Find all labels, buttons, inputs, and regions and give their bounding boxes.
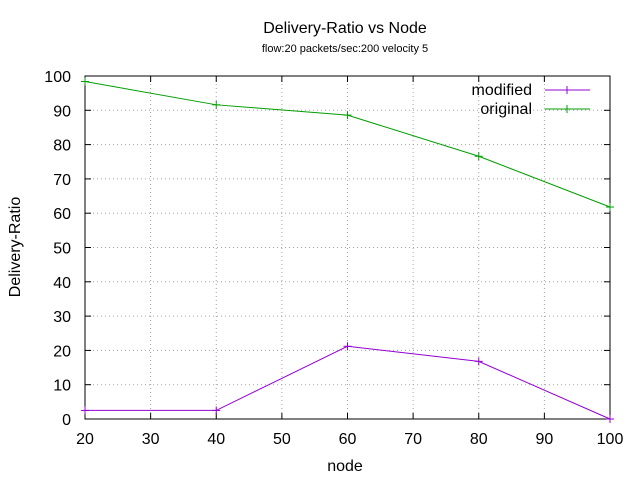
data-point-original xyxy=(343,111,352,120)
y-tick-label: 100 xyxy=(44,69,71,86)
axis-ticks: 20 30 40 50 60 70 80 90 100 0 10 20 30 40 50 60 70 80 90 10… xyxy=(44,69,623,448)
x-axis-label: node xyxy=(327,458,363,475)
data-point-modified xyxy=(81,406,89,415)
y-axis-label: Delivery-Ratio xyxy=(7,197,24,298)
y-tick-label: 60 xyxy=(53,206,71,223)
y-tick-label: 30 xyxy=(53,309,71,326)
y-tick-label: 50 xyxy=(53,241,71,258)
x-tick-label: 20 xyxy=(76,431,94,448)
x-tick-label: 70 xyxy=(404,431,422,448)
data-point-original xyxy=(212,100,221,109)
data-point-original xyxy=(474,152,483,161)
x-tick-label: 40 xyxy=(207,431,225,448)
x-tick-label: 100 xyxy=(597,431,624,448)
data-point-modified xyxy=(212,406,221,415)
legend-label-modified: modified xyxy=(472,82,532,99)
series-group xyxy=(81,77,614,423)
y-tick-label: 80 xyxy=(53,138,71,155)
y-tick-label: 20 xyxy=(53,343,71,360)
grid-lines xyxy=(85,76,610,419)
x-tick-label: 90 xyxy=(535,431,553,448)
data-point-modified xyxy=(343,342,352,351)
x-tick-label: 50 xyxy=(273,431,291,448)
data-point-modified xyxy=(474,357,483,366)
chart-title: Delivery-Ratio vs Node xyxy=(263,20,427,37)
y-tick-label: 0 xyxy=(62,412,71,429)
legend: modified original xyxy=(472,82,590,118)
x-tick-label: 60 xyxy=(339,431,357,448)
data-point-modified xyxy=(606,415,614,423)
y-tick-label: 70 xyxy=(53,172,71,189)
chart-subtitle: flow:20 packets/sec:200 velocity 5 xyxy=(262,43,428,55)
y-tick-label: 10 xyxy=(53,378,71,395)
data-point-original xyxy=(606,203,614,212)
y-tick-label: 40 xyxy=(53,275,71,292)
x-tick-label: 80 xyxy=(470,431,488,448)
plot-frame xyxy=(84,75,611,420)
data-point-original xyxy=(81,77,89,86)
y-tick-label: 90 xyxy=(53,103,71,120)
x-tick-label: 30 xyxy=(142,431,160,448)
legend-label-original: original xyxy=(480,101,532,118)
